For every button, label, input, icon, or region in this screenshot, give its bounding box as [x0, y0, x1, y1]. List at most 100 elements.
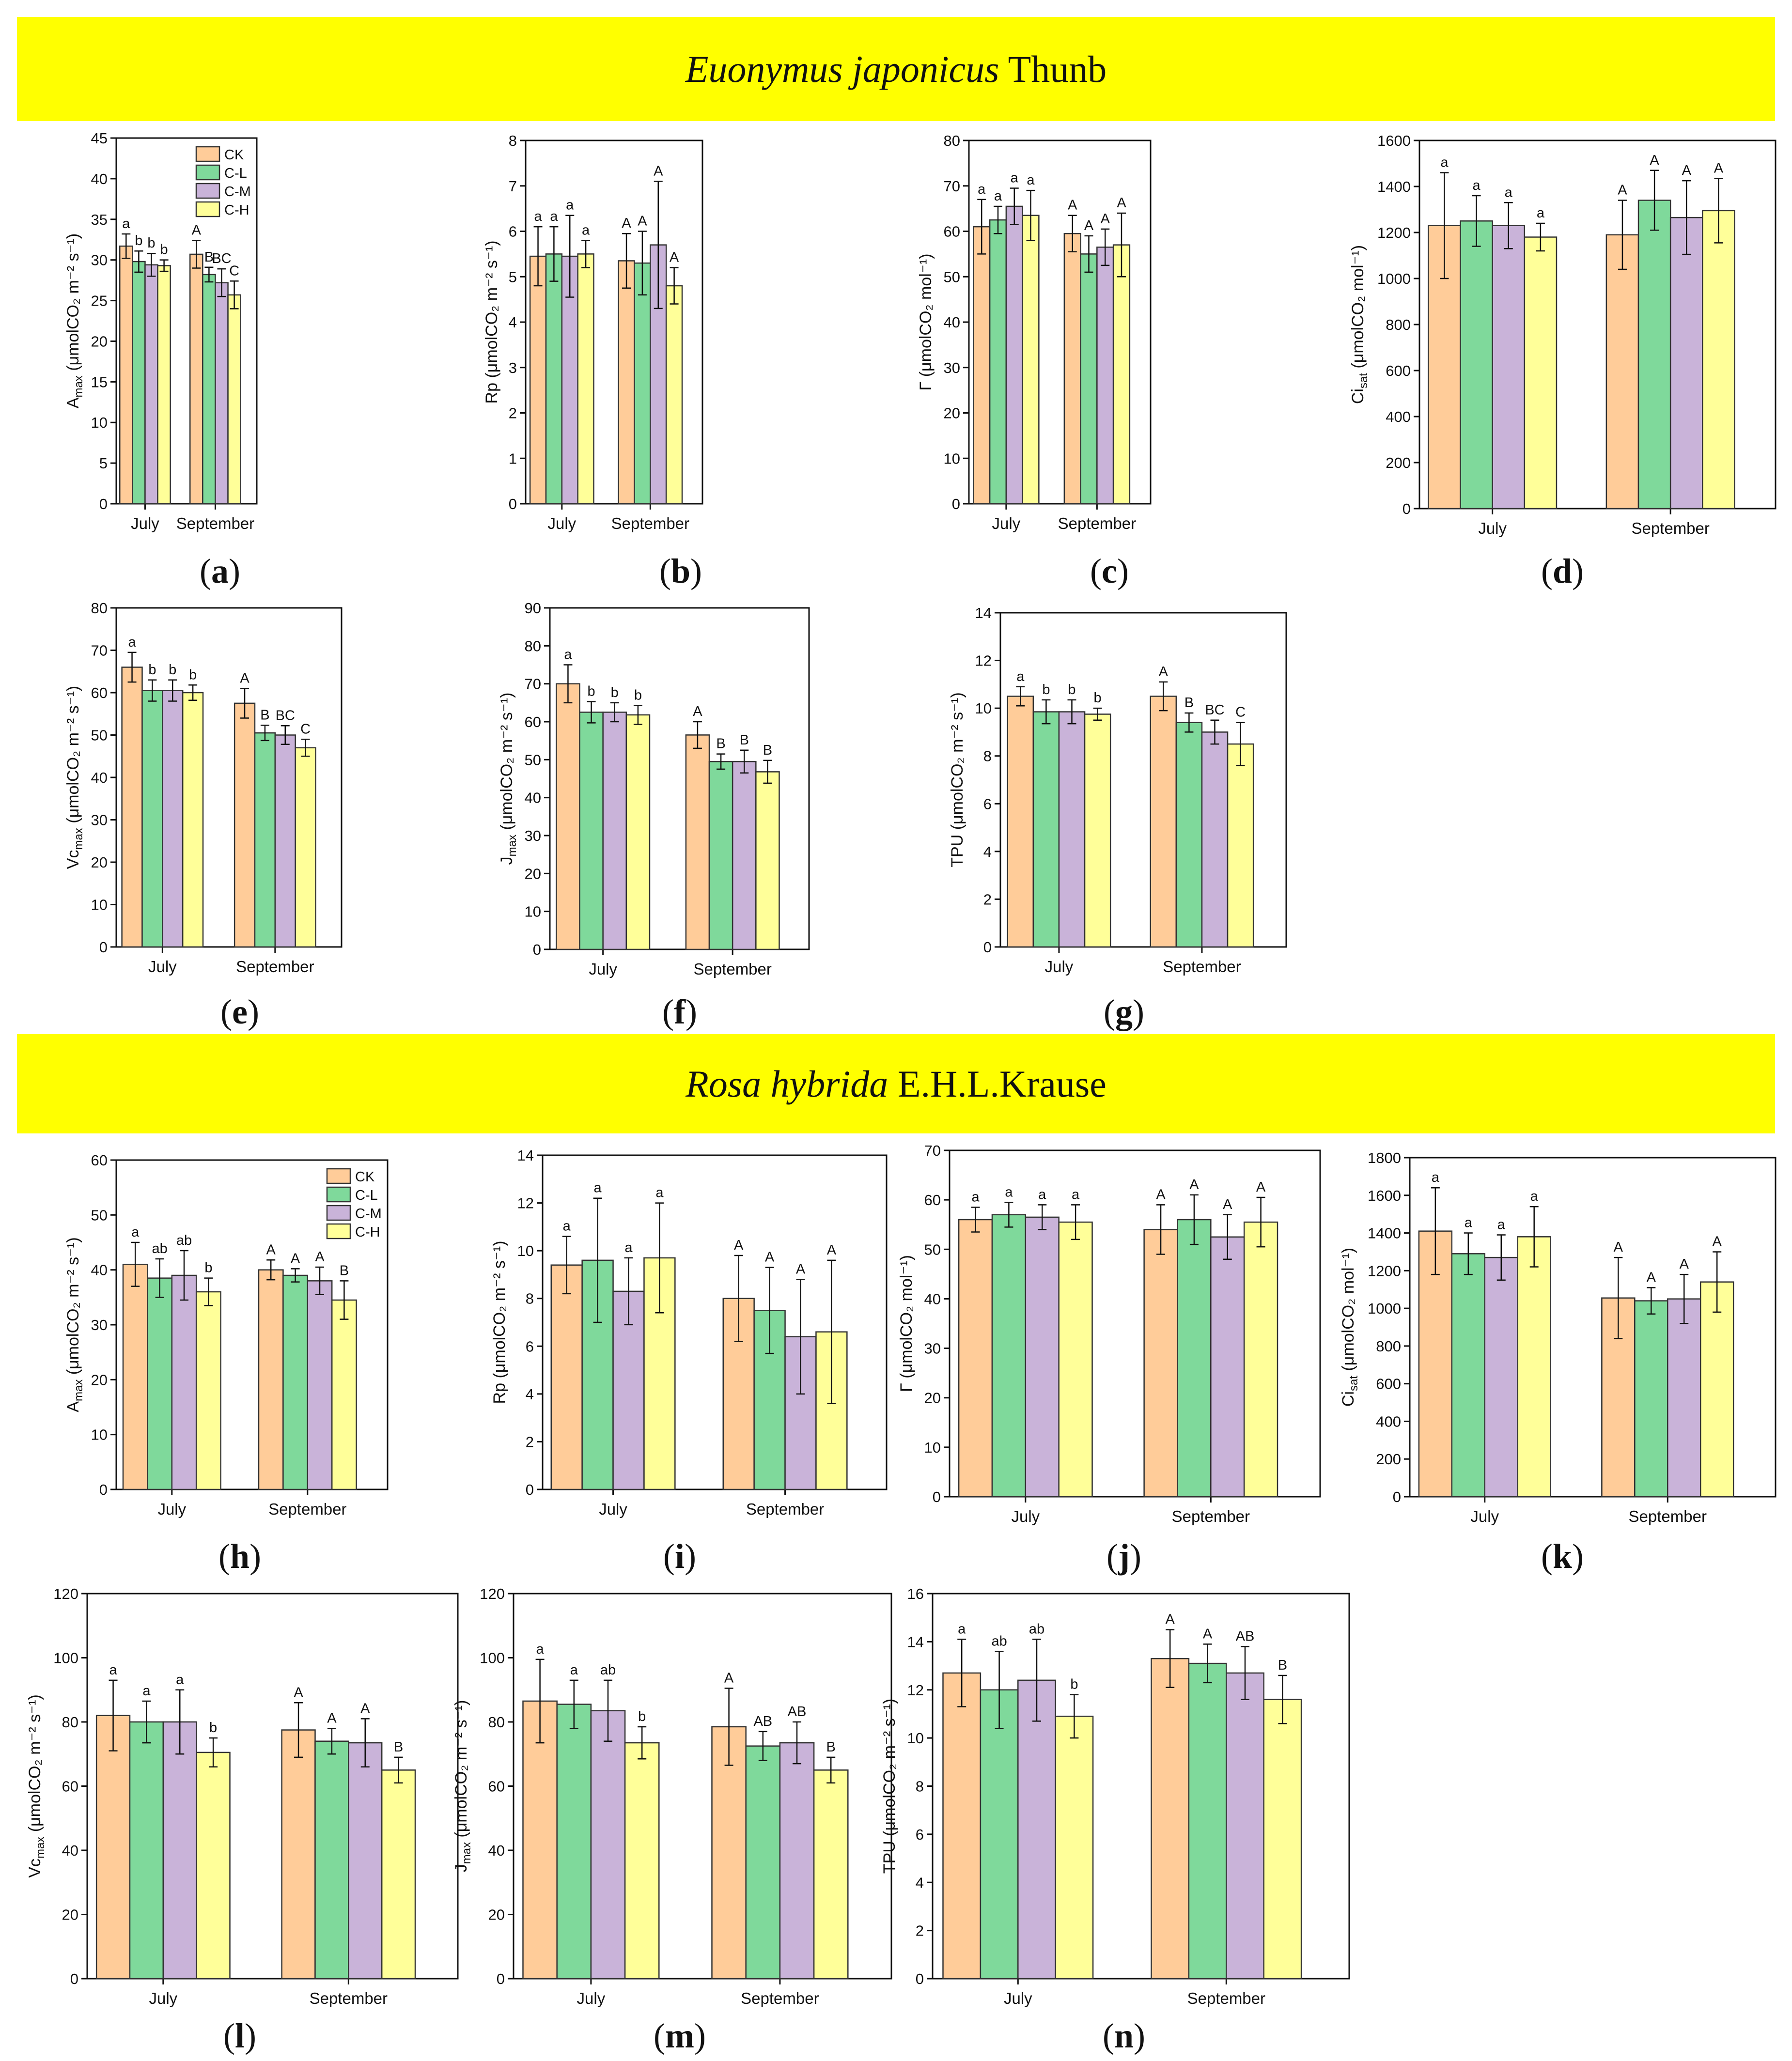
y-tick-label: 10: [975, 700, 992, 717]
significance-letter: BC: [276, 708, 295, 723]
bar-ck-september: [1601, 1297, 1636, 1498]
y-axis-label: Γ (μmolCO₂ mol⁻¹): [917, 254, 935, 391]
significance-letter: A: [1647, 1270, 1656, 1285]
bar-c-l-july: [1460, 220, 1493, 510]
y-tick-label: 20: [488, 1906, 505, 1923]
bar-c-l-september: [1177, 1219, 1212, 1498]
significance-letter: b: [147, 235, 155, 251]
significance-letter: A: [796, 1261, 806, 1277]
bar-c-h-july: [1055, 1716, 1094, 1980]
legend-label: CK: [224, 147, 244, 163]
y-tick-label: 20: [91, 1371, 108, 1388]
bar-c-h-july: [195, 1291, 221, 1490]
significance-letter: b: [169, 662, 176, 678]
y-tick-label: 0: [99, 1481, 108, 1498]
panel-label-e: (e): [220, 992, 259, 1031]
bar-c-l-july: [980, 1689, 1019, 1980]
y-axis-label: Jmax (μmolCO₂ m⁻² s⁻¹): [498, 693, 519, 865]
y-tick-label: 60: [91, 684, 108, 701]
section-banner-euonymus: Euonymus japonicus Thunb: [17, 17, 1775, 121]
x-tick-label: September: [611, 514, 689, 532]
significance-letter: b: [1042, 682, 1050, 697]
y-tick-label: 5: [99, 455, 108, 472]
x-tick-label: July: [992, 514, 1021, 532]
y-axis-label: Γ (μmolCO₂ mol⁻¹): [897, 1255, 916, 1392]
y-tick-label: 10: [944, 450, 960, 467]
significance-letter: AB: [1236, 1628, 1255, 1644]
bar-c-m-september: [1667, 1298, 1701, 1498]
y-tick-label: 8: [916, 1778, 924, 1795]
x-tick-label: July: [599, 1500, 627, 1518]
bar-c-m-september: [1096, 247, 1114, 505]
y-tick-label: 30: [924, 1340, 941, 1357]
bar-c-h-july: [1058, 1221, 1093, 1498]
bar-ck-july: [522, 1700, 558, 1980]
species-name: Euonymus japonicus: [685, 47, 999, 90]
significance-letter: a: [109, 1662, 117, 1678]
bar-c-l-july: [989, 219, 1007, 505]
significance-letter: b: [160, 242, 168, 258]
bar-c-m-july: [1492, 225, 1526, 510]
significance-letter: A: [1117, 195, 1126, 211]
significance-letter: a: [1505, 185, 1513, 200]
bar-ck-july: [119, 245, 133, 505]
y-axis-label: Vcmax (μmolCO₂ m⁻² s⁻¹): [26, 1694, 47, 1877]
bar-c-l-september: [314, 1740, 349, 1980]
y-tick-label: 6: [509, 223, 517, 240]
y-tick-label: 10: [525, 903, 541, 920]
bar-c-h-september: [815, 1331, 848, 1490]
y-tick-label: 50: [944, 268, 960, 285]
plot-frame: [999, 612, 1287, 948]
bar-c-h-july: [643, 1257, 676, 1490]
y-tick-label: 30: [91, 1317, 108, 1333]
bar-c-m-september: [784, 1336, 817, 1490]
y-tick-label: 120: [53, 1585, 78, 1602]
y-tick-label: 0: [533, 941, 541, 958]
bar-c-l-september: [1188, 1662, 1227, 1980]
y-tick-label: 40: [944, 314, 960, 331]
significance-letter: a: [594, 1180, 602, 1196]
y-tick-label: 10: [517, 1242, 534, 1259]
y-tick-label: 600: [1386, 362, 1411, 379]
significance-letter: ab: [991, 1633, 1007, 1649]
y-tick-label: 0: [497, 1970, 505, 1987]
bar-ck-september: [1151, 1658, 1190, 1980]
panel-label-a: (a): [200, 552, 240, 590]
significance-letter: A: [734, 1238, 744, 1253]
y-tick-label: 2: [983, 891, 992, 908]
bar-c-m-september: [215, 282, 229, 505]
significance-letter: B: [260, 707, 269, 723]
x-tick-label: September: [1631, 519, 1709, 537]
bar-ck-july: [942, 1672, 982, 1980]
y-tick-label: 1600: [1377, 132, 1411, 149]
bar-ck-september: [258, 1269, 284, 1490]
significance-letter: A: [654, 163, 663, 179]
y-tick-label: 100: [480, 1650, 505, 1667]
bar-ck-september: [189, 253, 203, 505]
y-tick-label: 90: [525, 600, 541, 617]
bar-c-h-september: [295, 747, 316, 948]
x-tick-label: July: [148, 958, 177, 976]
plot-frame: [1409, 1157, 1776, 1498]
bar-c-h-july: [1524, 236, 1558, 510]
bar-c-h-september: [1699, 1281, 1734, 1498]
y-tick-label: 6: [526, 1338, 534, 1355]
y-tick-label: 1800: [1368, 1149, 1401, 1166]
bar-c-l-july: [129, 1721, 164, 1980]
species-author: Thunb: [999, 47, 1107, 90]
bar-c-l-september: [1634, 1300, 1668, 1498]
bar-c-l-september: [634, 262, 651, 505]
significance-letter: A: [1203, 1626, 1213, 1642]
bar-c-h-september: [1227, 743, 1254, 948]
plot-frame: [115, 137, 258, 505]
significance-letter: A: [827, 1242, 837, 1258]
species-name: Rosa hybrida: [686, 1062, 888, 1105]
bar-c-m-july: [561, 255, 578, 505]
bar-c-h-september: [381, 1769, 416, 1980]
legend-label: C-H: [224, 202, 249, 218]
y-axis-label: Amax (μmolCO₂ m⁻² s⁻¹): [64, 233, 85, 408]
y-tick-label: 6: [983, 795, 992, 812]
plot-frame: [949, 1149, 1321, 1498]
y-tick-label: 0: [952, 496, 960, 512]
legend-swatch-c-m: [195, 183, 220, 199]
